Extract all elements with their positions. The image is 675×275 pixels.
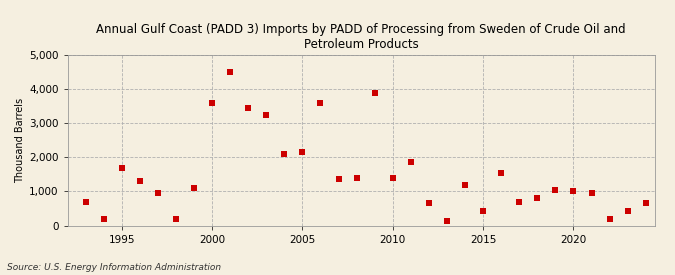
Point <box>80 199 91 204</box>
Point <box>441 219 452 223</box>
Point <box>622 209 633 213</box>
Point <box>279 152 290 156</box>
Point <box>460 182 470 187</box>
Point <box>568 189 579 194</box>
Point <box>188 186 199 190</box>
Point <box>351 175 362 180</box>
Point <box>333 177 344 182</box>
Point <box>116 165 127 170</box>
Point <box>478 209 489 213</box>
Title: Annual Gulf Coast (PADD 3) Imports by PADD of Processing from Sweden of Crude Oi: Annual Gulf Coast (PADD 3) Imports by PA… <box>97 23 626 51</box>
Point <box>134 179 145 183</box>
Point <box>153 191 163 195</box>
Point <box>315 101 326 105</box>
Point <box>225 70 236 74</box>
Point <box>514 199 524 204</box>
Text: Source: U.S. Energy Information Administration: Source: U.S. Energy Information Administ… <box>7 263 221 272</box>
Point <box>297 150 308 154</box>
Point <box>406 160 416 165</box>
Point <box>532 196 543 200</box>
Point <box>243 106 254 110</box>
Point <box>387 175 398 180</box>
Point <box>586 191 597 195</box>
Point <box>641 201 651 205</box>
Point <box>495 170 506 175</box>
Point <box>99 217 109 222</box>
Point <box>207 101 217 105</box>
Point <box>261 112 271 117</box>
Point <box>550 188 561 192</box>
Point <box>423 201 434 205</box>
Point <box>369 90 380 95</box>
Point <box>604 216 615 221</box>
Y-axis label: Thousand Barrels: Thousand Barrels <box>15 98 25 183</box>
Point <box>171 216 182 221</box>
